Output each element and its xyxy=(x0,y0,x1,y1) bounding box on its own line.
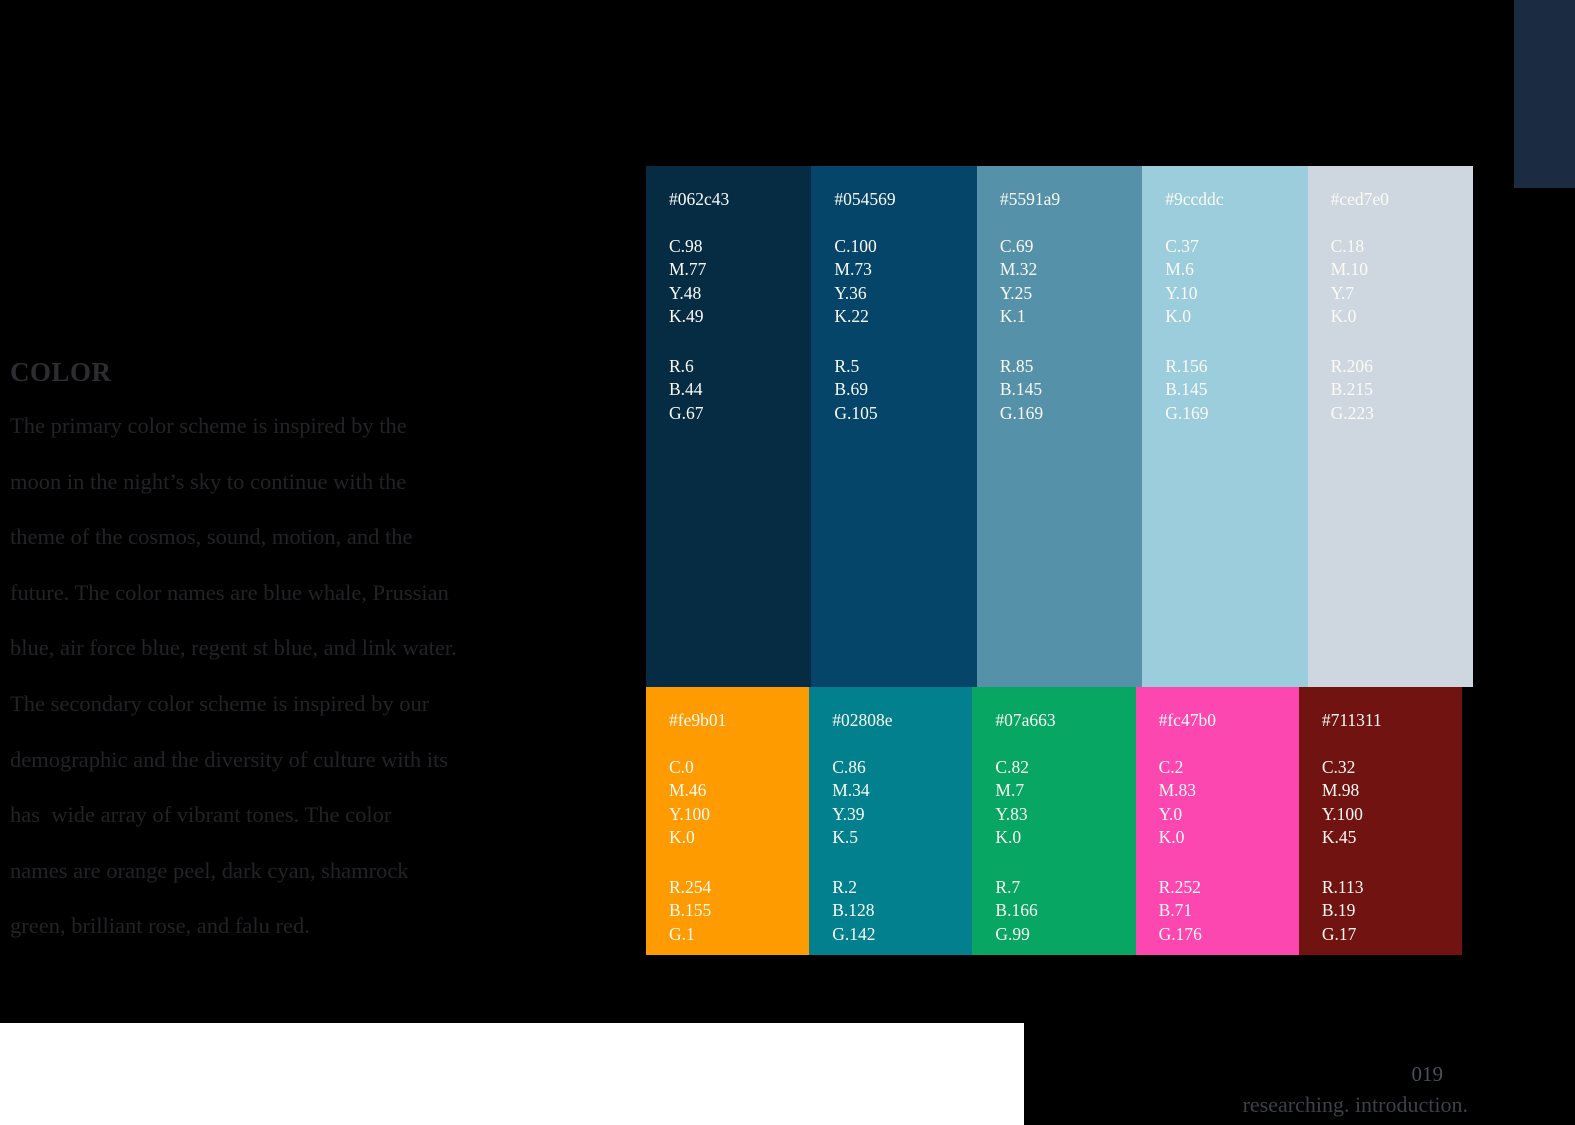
swatch-rgb-values: R.254 B.155 G.1 xyxy=(669,876,712,944)
swatch-hex-label: #fc47b0 xyxy=(1158,710,1216,730)
color-swatch: #9ccddc C.37 M.6 Y.10 K.0 R.156 B.145 G.… xyxy=(1142,166,1308,687)
swatch-cmyk-values: C.18 M.10 Y.7 K.0 xyxy=(1330,235,1369,327)
color-swatch: #07a663 C.82 M.7 Y.83 K.0 R.7 B.166 G.99 xyxy=(972,687,1136,955)
color-swatch: #062c43 C.98 M.77 Y.48 K.49 R.6 B.44 G.6… xyxy=(646,166,812,687)
swatch-hex-label: #062c43 xyxy=(669,189,730,209)
footer-caption: researching. introduction. xyxy=(1242,1092,1468,1117)
swatch-cmyk-values: C.98 M.77 Y.48 K.49 xyxy=(669,235,707,327)
secondary-palette-row: #fe9b01 C.0 M.46 Y.100 K.0 R.254 B.155 G… xyxy=(646,687,1463,955)
swatch-rgb-values: R.113 B.19 G.17 xyxy=(1321,876,1364,944)
swatch-cmyk-values: C.86 M.34 Y.39 K.5 xyxy=(832,756,870,848)
swatch-hex-label: #07a663 xyxy=(995,710,1056,730)
swatch-hex-label: #054569 xyxy=(834,189,896,209)
color-swatch: #054569 C.100 M.73 Y.36 K.22 R.5 B.69 G.… xyxy=(811,166,977,687)
navy-accent-rect xyxy=(1514,0,1575,188)
page-title: COLOR xyxy=(10,357,112,387)
swatch-hex-label: #fe9b01 xyxy=(669,710,727,730)
color-swatch: #02808e C.86 M.34 Y.39 K.5 R.2 B.128 G.1… xyxy=(809,687,973,955)
swatch-cmyk-values: C.82 M.7 Y.83 K.0 xyxy=(995,756,1029,848)
color-swatch: #5591a9 C.69 M.32 Y.25 K.1 R.85 B.145 G.… xyxy=(976,166,1143,687)
color-swatch: #fc47b0 C.2 M.83 Y.0 K.0 R.252 B.71 G.17… xyxy=(1135,687,1299,955)
page-number: 019 xyxy=(1411,1062,1444,1086)
swatch-rgb-values: R.252 B.71 G.176 xyxy=(1158,876,1202,944)
swatch-hex-label: #5591a9 xyxy=(999,189,1061,209)
color-swatch: #fe9b01 C.0 M.46 Y.100 K.0 R.254 B.155 G… xyxy=(646,687,810,955)
swatch-cmyk-values: C.69 M.32 Y.25 K.1 xyxy=(999,235,1038,327)
swatch-hex-label: #9ccddc xyxy=(1165,189,1224,209)
swatch-hex-label: #ced7e0 xyxy=(1330,189,1389,209)
swatch-rgb-values: R.156 B.145 G.169 xyxy=(1165,355,1209,423)
swatch-cmyk-values: C.100 M.73 Y.36 K.22 xyxy=(834,235,877,327)
swatch-cmyk-values: C.0 M.46 Y.100 K.0 xyxy=(669,756,711,848)
swatch-hex-label: #711311 xyxy=(1321,710,1382,730)
swatch-rgb-values: R.5 B.69 G.105 xyxy=(834,355,878,423)
body-paragraph: The primary color scheme is inspired by … xyxy=(10,413,457,939)
swatch-rgb-values: R.85 B.145 G.169 xyxy=(999,355,1044,423)
primary-palette-row: #062c43 C.98 M.77 Y.48 K.49 R.6 B.44 G.6… xyxy=(646,166,1474,687)
swatch-cmyk-values: C.2 M.83 Y.0 K.0 xyxy=(1158,756,1197,848)
swatch-rgb-values: R.7 B.166 G.99 xyxy=(995,876,1038,944)
color-swatch: #ced7e0 C.18 M.10 Y.7 K.0 R.206 B.215 G.… xyxy=(1307,166,1474,687)
swatch-cmyk-values: C.32 M.98 Y.100 K.45 xyxy=(1321,756,1363,848)
swatch-rgb-values: R.6 B.44 G.67 xyxy=(669,355,704,423)
swatch-hex-label: #02808e xyxy=(832,710,893,730)
color-swatch: #711311 C.32 M.98 Y.100 K.45 R.113 B.19 … xyxy=(1298,687,1463,955)
white-panel xyxy=(0,1023,1024,1125)
swatch-rgb-values: R.2 B.128 G.142 xyxy=(832,876,876,944)
swatch-cmyk-values: C.37 M.6 Y.10 K.0 xyxy=(1165,235,1199,327)
swatch-rgb-values: R.206 B.215 G.223 xyxy=(1330,355,1374,423)
